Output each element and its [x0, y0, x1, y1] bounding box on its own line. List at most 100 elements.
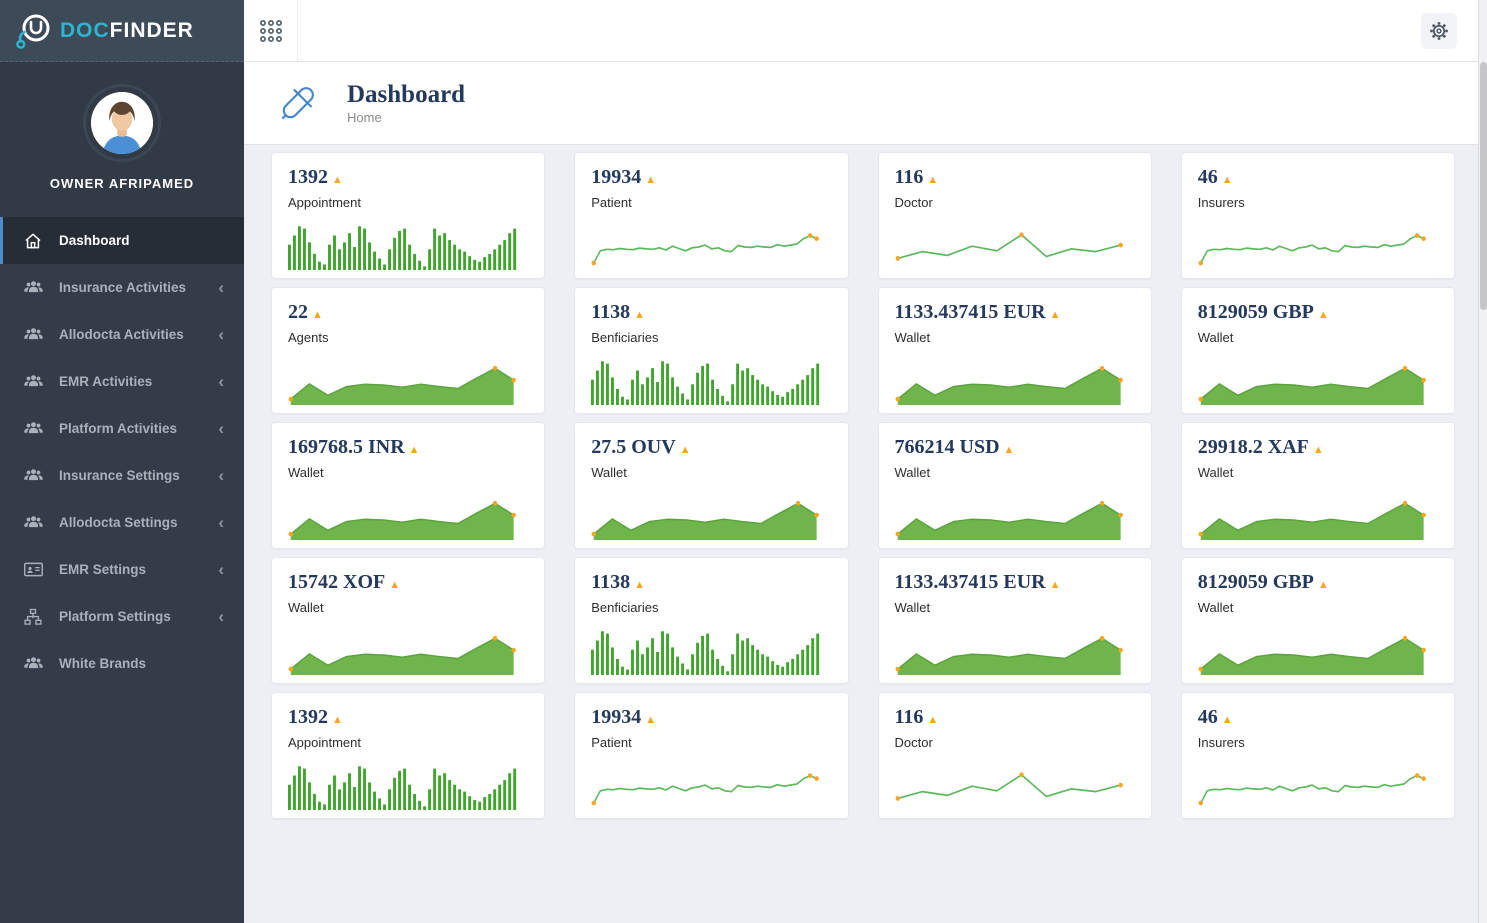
sidebar-item-label: Allodocta Settings [59, 515, 178, 530]
stat-value: 766214 USD [894, 436, 1000, 458]
stat-value: 29918.2 XAF [1197, 436, 1309, 458]
stat-value: 169768.5 INR [288, 436, 405, 458]
stat-label: Wallet [591, 465, 627, 480]
sparkline-chart [1198, 762, 1428, 810]
stat-value: 19934 [591, 166, 642, 188]
stat-card-wallet-15[interactable]: 8129059 GBP ▲ Wallet [1180, 557, 1455, 684]
stat-label: Insurers [1197, 735, 1245, 750]
stat-value: 116 [894, 166, 924, 188]
page-title: Dashboard [347, 80, 466, 108]
sparkline-chart [1198, 627, 1428, 675]
stat-card-doctor-2[interactable]: 116 ▲ Doctor [877, 152, 1152, 279]
sparkline-chart [591, 357, 821, 405]
sidebar-item-insurance-settings[interactable]: Insurance Settings ‹ [0, 452, 244, 499]
stat-label: Benficiaries [591, 330, 659, 345]
sidebar-item-white-brands[interactable]: White Brands ‹ [0, 640, 244, 687]
stat-card-patient-17[interactable]: 19934 ▲ Patient [574, 692, 849, 819]
stat-card-agents-4[interactable]: 22 ▲ Agents [271, 287, 546, 414]
users-icon [22, 418, 44, 440]
stat-value: 15742 XOF [288, 571, 386, 593]
sidebar-item-emr-settings[interactable]: EMR Settings ‹ [0, 546, 244, 593]
scrollbar-thumb[interactable] [1480, 62, 1487, 310]
stat-value: 1133.437415 EUR [894, 571, 1046, 593]
sidebar-item-label: Insurance Settings [59, 468, 180, 483]
sidebar-item-platform-activities[interactable]: Platform Activities ‹ [0, 405, 244, 452]
avatar[interactable] [91, 92, 153, 154]
stat-card-appointment-0[interactable]: 1392 ▲ Appointment [271, 152, 546, 279]
triangle-up-icon: ▲ [927, 713, 939, 726]
stat-label: Agents [288, 330, 329, 345]
users-icon [22, 324, 44, 346]
stat-value: 46 [1197, 166, 1218, 188]
sparkline-chart [288, 762, 518, 810]
stat-card-doctor-18[interactable]: 116 ▲ Doctor [877, 692, 1152, 819]
topbar [244, 0, 1487, 62]
sidebar-item-allodocta-activities[interactable]: Allodocta Activities ‹ [0, 311, 244, 358]
stat-card-wallet-6[interactable]: 1133.437415 EUR ▲ Wallet [877, 287, 1152, 414]
stat-label: Wallet [1197, 600, 1234, 615]
sidebar-item-dashboard[interactable]: Dashboard ‹ [0, 217, 244, 264]
home-icon [22, 230, 44, 252]
sidebar-item-emr-activities[interactable]: EMR Activities ‹ [0, 358, 244, 405]
breadcrumb: Home [347, 110, 382, 126]
sparkline-chart [895, 357, 1125, 405]
avatar-ring [83, 84, 161, 162]
triangle-up-icon: ▲ [1049, 308, 1061, 321]
triangle-up-icon: ▲ [679, 443, 691, 456]
triangle-up-icon: ▲ [389, 578, 401, 591]
chevron-left-icon: ‹ [218, 513, 224, 532]
stat-card-insurers-3[interactable]: 46 ▲ Insurers [1180, 152, 1455, 279]
stat-value: 1133.437415 EUR [894, 301, 1046, 323]
sidebar-item-label: EMR Settings [59, 562, 147, 577]
sparkline-chart [591, 762, 821, 810]
profile-name: OWNER AFRIPAMED [49, 176, 195, 191]
sparkline-chart [1198, 492, 1428, 540]
sparkline-chart [895, 762, 1125, 810]
stat-value: 8129059 GBP [1197, 301, 1314, 323]
triangle-up-icon: ▲ [1317, 308, 1329, 321]
sparkline-chart [895, 492, 1125, 540]
sidebar-menu: Dashboard ‹ Insurance Activities ‹ Allod… [0, 217, 244, 687]
apps-grid-icon[interactable] [244, 0, 298, 62]
chevron-left-icon: ‹ [218, 372, 224, 391]
stat-card-benficiaries-5[interactable]: 1138 ▲ Benficiaries [574, 287, 849, 414]
scrollbar-track[interactable] [1478, 0, 1487, 923]
logo[interactable]: DOCFINDER [0, 0, 244, 62]
page-header: Dashboard Home [244, 62, 1487, 145]
stat-card-wallet-14[interactable]: 1133.437415 EUR ▲ Wallet [877, 557, 1152, 684]
sidebar-item-allodocta-settings[interactable]: Allodocta Settings ‹ [0, 499, 244, 546]
stat-value: 1392 [288, 706, 328, 728]
stat-card-wallet-11[interactable]: 29918.2 XAF ▲ Wallet [1180, 422, 1455, 549]
stat-label: Wallet [1197, 465, 1234, 480]
users-icon [22, 465, 44, 487]
stat-card-wallet-9[interactable]: 27.5 OUV ▲ Wallet [574, 422, 849, 549]
sparkline-chart [288, 627, 518, 675]
stat-value: 116 [894, 706, 924, 728]
sidebar-item-platform-settings[interactable]: Platform Settings ‹ [0, 593, 244, 640]
stat-card-wallet-8[interactable]: 169768.5 INR ▲ Wallet [271, 422, 546, 549]
stat-label: Doctor [894, 195, 933, 210]
stat-card-insurers-19[interactable]: 46 ▲ Insurers [1180, 692, 1455, 819]
triangle-up-icon: ▲ [312, 308, 323, 321]
stat-card-wallet-7[interactable]: 8129059 GBP ▲ Wallet [1180, 287, 1455, 414]
chevron-left-icon: ‹ [218, 607, 224, 626]
settings-button[interactable] [1421, 12, 1457, 49]
brand-name: DOCFINDER [60, 18, 194, 42]
stat-card-patient-1[interactable]: 19934 ▲ Patient [574, 152, 849, 279]
chevron-left-icon: ‹ [218, 419, 224, 438]
sparkline-chart [895, 627, 1125, 675]
stat-card-wallet-12[interactable]: 15742 XOF ▲ Wallet [271, 557, 546, 684]
sparkline-chart [895, 222, 1125, 270]
stat-card-appointment-16[interactable]: 1392 ▲ Appointment [271, 692, 546, 819]
stat-card-wallet-10[interactable]: 766214 USD ▲ Wallet [877, 422, 1152, 549]
gear-icon [1430, 21, 1448, 40]
triangle-up-icon: ▲ [634, 578, 646, 591]
sidebar-item-label: Platform Settings [59, 609, 171, 624]
triangle-up-icon: ▲ [645, 173, 657, 186]
stat-label: Patient [591, 195, 632, 210]
stat-card-benficiaries-13[interactable]: 1138 ▲ Benficiaries [574, 557, 849, 684]
capsule-icon [281, 87, 314, 120]
sidebar-item-insurance-activities[interactable]: Insurance Activities ‹ [0, 264, 244, 311]
triangle-up-icon: ▲ [1003, 443, 1015, 456]
sparkline-chart [288, 222, 518, 270]
